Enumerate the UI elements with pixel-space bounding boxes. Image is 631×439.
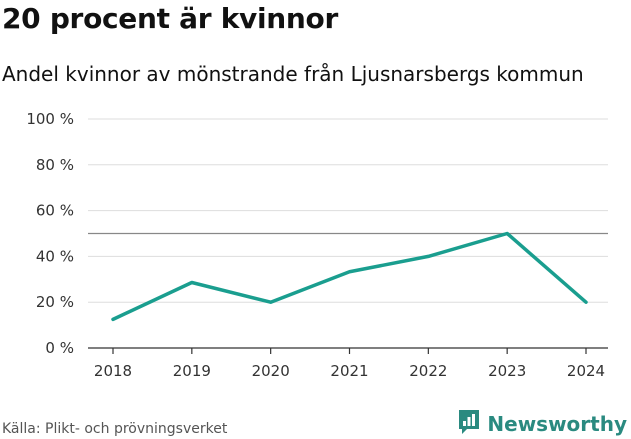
y-axis-labels: 0 % 20 % 40 % 60 % 80 % 100 % (26, 110, 74, 357)
bar-chart-speech-bubble-icon (457, 409, 481, 439)
x-tick-label: 2018 (94, 362, 132, 380)
series-line (111, 231, 588, 322)
y-tick-label: 80 % (36, 156, 74, 174)
y-tick-label: 40 % (36, 247, 74, 265)
x-tick-label: 2020 (252, 362, 290, 380)
y-tick-label: 20 % (36, 293, 74, 311)
chart-title: 20 procent är kvinnor (2, 2, 338, 35)
x-tick-label: 2021 (330, 362, 368, 380)
x-tick-label: 2019 (173, 362, 211, 380)
y-tick-label: 60 % (36, 202, 74, 220)
brand: Newsworthy (457, 409, 627, 439)
x-tick-label: 2023 (488, 362, 526, 380)
grid-lines (88, 118, 608, 303)
line-chart: 0 % 20 % 40 % 60 % 80 % 100 % 2018 2019 2020 202… (26, 110, 608, 380)
source-note: Källa: Plikt- och prövningsverket (2, 421, 228, 437)
brand-name: Newsworthy (487, 412, 627, 436)
series-layer (111, 231, 588, 322)
chart-subtitle: Andel kvinnor av mönstrande från Ljusnar… (2, 62, 584, 86)
x-tick-label: 2022 (409, 362, 447, 380)
y-tick-label: 0 % (45, 339, 74, 357)
x-tick-label: 2024 (567, 362, 605, 380)
y-tick-label: 100 % (26, 110, 74, 128)
x-axis: 2018 2019 2020 2021 2022 2023 2024 (88, 347, 608, 380)
